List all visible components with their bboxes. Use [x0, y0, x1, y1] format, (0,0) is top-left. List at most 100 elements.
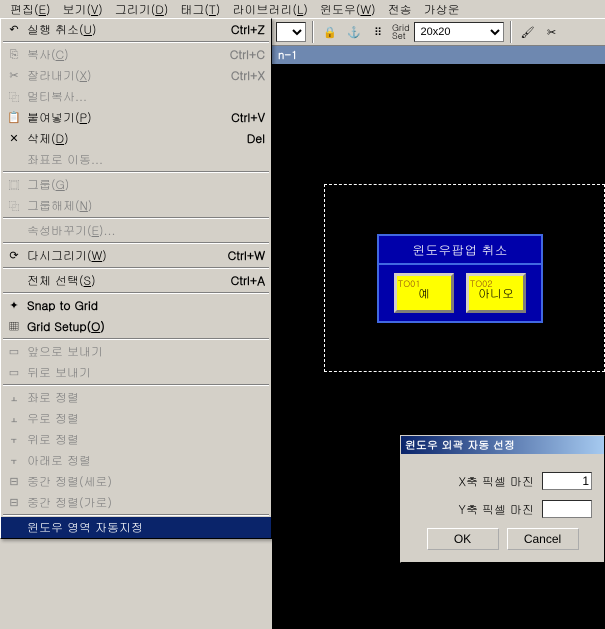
menu-icon: ⿻ — [5, 89, 23, 105]
menu-shortcut: Ctrl+C — [230, 46, 265, 63]
canvas-title: n-1 — [272, 46, 605, 64]
menu-label: 삭제(D) — [27, 130, 235, 147]
menu-item[interactable]: ↶실행 취소(U) Ctrl+Z — [1, 19, 271, 40]
menu-shortcut: Del — [247, 130, 265, 147]
menu-item[interactable]: 윈도우 영역 자동지정 — [1, 517, 271, 538]
popup-yes-button[interactable]: TO01 예 — [394, 273, 454, 313]
menu-item: ⫟위로 정렬 — [1, 429, 271, 450]
menu-separator — [3, 384, 269, 386]
menu-separator — [3, 41, 269, 43]
menu-icon: ⫟ — [5, 453, 23, 469]
menu-item[interactable]: 전체 선택(S)Ctrl+A — [1, 270, 271, 291]
menu-item: ⊟중간 정렬(가로) — [1, 492, 271, 513]
menu-shortcut: Ctrl+Z — [231, 21, 265, 38]
menu-separator — [3, 217, 269, 219]
menubar-item-E[interactable]: 편집(E) — [4, 0, 57, 19]
menu-icon — [5, 273, 23, 289]
y-margin-input[interactable] — [542, 500, 592, 518]
popup-title: 윈도우팝업 취소 — [379, 236, 541, 265]
menu-label: 중간 정렬(가로) — [27, 494, 253, 511]
menu-item[interactable]: ▦Grid Setup(O) — [1, 316, 271, 337]
menubar-item-가상운[interactable]: 가상운 — [418, 0, 466, 19]
menu-icon: 📋 — [5, 110, 23, 126]
menubar-item-L[interactable]: 라이브러리(L) — [226, 0, 314, 19]
menu-label: 아래로 정렬 — [27, 452, 253, 469]
cancel-button[interactable]: Cancel — [507, 528, 579, 550]
menu-separator — [3, 514, 269, 516]
menu-item[interactable]: ⟳다시그리기(W)Ctrl+W — [1, 245, 271, 266]
menu-item[interactable]: ✕삭제(D) Del — [1, 128, 271, 149]
menu-icon — [5, 520, 23, 536]
menu-shortcut: Ctrl+X — [231, 67, 265, 84]
menu-item: ⫠좌로 정렬 — [1, 387, 271, 408]
menu-item[interactable]: 📋붙여넣기(P) Ctrl+V — [1, 107, 271, 128]
ok-button[interactable]: OK — [427, 528, 499, 550]
menu-label: 우로 정렬 — [27, 410, 253, 427]
menubar: 편집(E)보기(V)그리기(D)태그(T)라이브러리(L)윈도우(W)전송가상운 — [0, 0, 605, 18]
grid-dots-icon[interactable]: ⠿ — [368, 22, 388, 42]
menu-item: ✂잘라내기(X) Ctrl+X — [1, 65, 271, 86]
menu-icon: ✂ — [5, 68, 23, 84]
menu-icon: ▭ — [5, 365, 23, 381]
menu-icon: ⫠ — [5, 390, 23, 406]
menu-icon: ✕ — [5, 131, 23, 147]
menu-label: 윈도우 영역 자동지정 — [27, 519, 253, 536]
menu-label: 복사(C) — [27, 46, 218, 63]
brush-icon[interactable]: 🖌 — [518, 22, 538, 42]
menu-item: ⿻멀티복사... — [1, 86, 271, 107]
menubar-item-전송[interactable]: 전송 — [382, 0, 418, 19]
menu-label: 잘라내기(X) — [27, 67, 219, 84]
toolbar-combo-1[interactable] — [276, 22, 306, 42]
x-margin-input[interactable] — [542, 472, 592, 490]
menu-shortcut: Ctrl+V — [231, 109, 265, 126]
menu-item: ⎘복사(C) Ctrl+C — [1, 44, 271, 65]
menu-label: 좌로 정렬 — [27, 389, 253, 406]
popup-window: 윈도우팝업 취소 TO01 예 TO02 아니오 — [377, 234, 543, 323]
menu-icon: ▦ — [5, 319, 23, 335]
menu-label: 뒤로 보내기 — [27, 364, 253, 381]
menu-label: 앞으로 보내기 — [27, 343, 253, 360]
menu-icon — [5, 223, 23, 239]
menu-label: 실행 취소(U) — [27, 21, 219, 38]
menu-item: 속성바꾸기(E)... — [1, 220, 271, 241]
menu-label: 위로 정렬 — [27, 431, 253, 448]
menu-shortcut: Ctrl+W — [228, 247, 265, 264]
menubar-item-T[interactable]: 태그(T) — [174, 0, 226, 19]
menu-label: 붙여넣기(P) — [27, 109, 219, 126]
menu-icon: ⫟ — [5, 432, 23, 448]
menu-separator — [3, 242, 269, 244]
menu-icon: ▭ — [5, 344, 23, 360]
menu-separator — [3, 267, 269, 269]
menu-icon: ⊟ — [5, 495, 23, 511]
menu-icon: ⟳ — [5, 248, 23, 264]
menu-label: Snap to Grid — [27, 297, 253, 314]
menu-icon: ⊟ — [5, 474, 23, 490]
y-margin-label: Y축 픽셀 마진 — [413, 501, 534, 518]
menu-icon: ⿴ — [5, 177, 23, 193]
menu-item[interactable]: ✦Snap to Grid — [1, 295, 271, 316]
menubar-item-V[interactable]: 보기(V) — [57, 0, 109, 19]
menu-icon: ⿻ — [5, 198, 23, 214]
menu-label: 멀티복사... — [27, 88, 253, 105]
x-margin-label: X축 픽셀 마진 — [413, 473, 534, 490]
menu-icon: ⎘ — [5, 47, 23, 63]
menu-icon — [5, 152, 23, 168]
anchor-icon[interactable]: ⚓ — [344, 22, 364, 42]
menubar-item-W[interactable]: 윈도우(W) — [314, 0, 382, 19]
lock-icon[interactable]: 🔒 — [320, 22, 340, 42]
grid-size-combo[interactable]: 20x20 — [414, 22, 504, 42]
menu-item: ⫟아래로 정렬 — [1, 450, 271, 471]
grid-set-label: Grid Set — [392, 24, 410, 40]
menu-item: ⿴그룹(G) — [1, 174, 271, 195]
menu-item: ▭앞으로 보내기 — [1, 341, 271, 362]
menubar-item-D[interactable]: 그리기(D) — [109, 0, 175, 19]
popup-no-button[interactable]: TO02 아니오 — [466, 273, 526, 313]
menu-separator — [3, 292, 269, 294]
menu-item: ⫠우로 정렬 — [1, 408, 271, 429]
scissors-icon[interactable]: ✂ — [542, 22, 562, 42]
menu-icon: ↶ — [5, 22, 23, 38]
menu-label: 그룹해제(N) — [27, 197, 253, 214]
edit-menu: ↶실행 취소(U) Ctrl+Z ⎘복사(C) Ctrl+C ✂잘라내기(X) Ctrl+… — [0, 18, 272, 539]
menu-label: 전체 선택(S) — [27, 272, 219, 289]
menu-label: 중간 정렬(세로) — [27, 473, 253, 490]
